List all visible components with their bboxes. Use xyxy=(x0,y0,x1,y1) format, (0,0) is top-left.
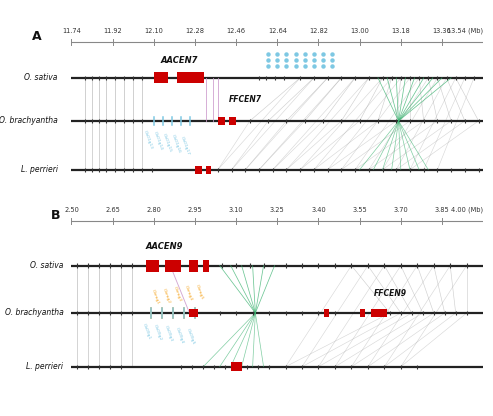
Text: L. perrieri: L. perrieri xyxy=(21,165,58,174)
Text: 3.70: 3.70 xyxy=(393,207,408,213)
Text: 11.92: 11.92 xyxy=(103,28,122,34)
Bar xyxy=(229,117,236,125)
Bar xyxy=(203,260,209,272)
Text: 2.50: 2.50 xyxy=(64,207,79,213)
Text: Obrag2: Obrag2 xyxy=(162,287,172,304)
Text: 13.54 (Mb): 13.54 (Mb) xyxy=(447,27,483,34)
Text: 13.18: 13.18 xyxy=(391,28,410,34)
Text: AACEN9: AACEN9 xyxy=(146,243,183,251)
Bar xyxy=(165,260,181,272)
Text: Ob09g5: Ob09g5 xyxy=(185,327,195,345)
Text: 3.40: 3.40 xyxy=(311,207,326,213)
Bar xyxy=(218,117,225,125)
Text: 3.55: 3.55 xyxy=(352,207,367,213)
Text: 12.46: 12.46 xyxy=(227,28,246,34)
Text: 12.64: 12.64 xyxy=(268,28,287,34)
Text: 12.28: 12.28 xyxy=(185,28,205,34)
Text: A: A xyxy=(32,30,42,43)
Text: AACEN7: AACEN7 xyxy=(160,56,198,65)
Text: Ob01g14: Ob01g14 xyxy=(152,131,163,151)
Text: 13.00: 13.00 xyxy=(350,28,369,34)
Text: O. sativa: O. sativa xyxy=(30,261,63,270)
Text: 12.82: 12.82 xyxy=(309,28,328,34)
Text: 13.36: 13.36 xyxy=(432,28,452,34)
Text: Obrag5: Obrag5 xyxy=(195,283,204,300)
Bar xyxy=(359,309,365,317)
Text: Ob01g16: Ob01g16 xyxy=(171,134,181,154)
Bar xyxy=(154,72,168,83)
Bar xyxy=(207,166,211,173)
Bar xyxy=(189,260,198,272)
Text: Ob09g4: Ob09g4 xyxy=(175,326,184,344)
Bar xyxy=(324,309,329,317)
Text: Ob01g17: Ob01g17 xyxy=(180,135,190,156)
Bar xyxy=(176,72,204,83)
Text: O. sativa: O. sativa xyxy=(24,73,58,82)
Text: Obrag4: Obrag4 xyxy=(184,285,193,301)
Text: 2.95: 2.95 xyxy=(188,207,202,213)
Text: Ob09g3: Ob09g3 xyxy=(163,325,173,343)
Bar xyxy=(231,362,242,371)
Text: 11.74: 11.74 xyxy=(62,28,81,34)
Text: O. brachyantha: O. brachyantha xyxy=(0,116,58,125)
Bar xyxy=(195,166,202,173)
Text: Ob09g2: Ob09g2 xyxy=(152,324,162,341)
Text: L. perrieri: L. perrieri xyxy=(26,362,63,371)
Text: FFCEN9: FFCEN9 xyxy=(373,289,406,298)
Text: 12.10: 12.10 xyxy=(144,28,163,34)
Text: 2.80: 2.80 xyxy=(146,207,161,213)
Text: Ob09g1: Ob09g1 xyxy=(141,322,151,340)
Text: FFCEN7: FFCEN7 xyxy=(229,95,262,104)
Text: O. brachyantha: O. brachyantha xyxy=(4,309,63,317)
Bar xyxy=(189,309,198,317)
Text: 4.00 (Mb): 4.00 (Mb) xyxy=(451,206,483,213)
Text: 3.25: 3.25 xyxy=(270,207,284,213)
Text: 2.65: 2.65 xyxy=(105,207,120,213)
Text: Obrag3: Obrag3 xyxy=(173,286,182,302)
Bar xyxy=(145,260,159,272)
Bar xyxy=(371,309,387,317)
Text: Obrag1: Obrag1 xyxy=(151,289,160,305)
Text: B: B xyxy=(51,209,61,222)
Text: 3.10: 3.10 xyxy=(229,207,244,213)
Text: Ob01g13: Ob01g13 xyxy=(143,129,154,150)
Text: Ob01g15: Ob01g15 xyxy=(162,132,172,153)
Text: 3.85: 3.85 xyxy=(435,207,449,213)
